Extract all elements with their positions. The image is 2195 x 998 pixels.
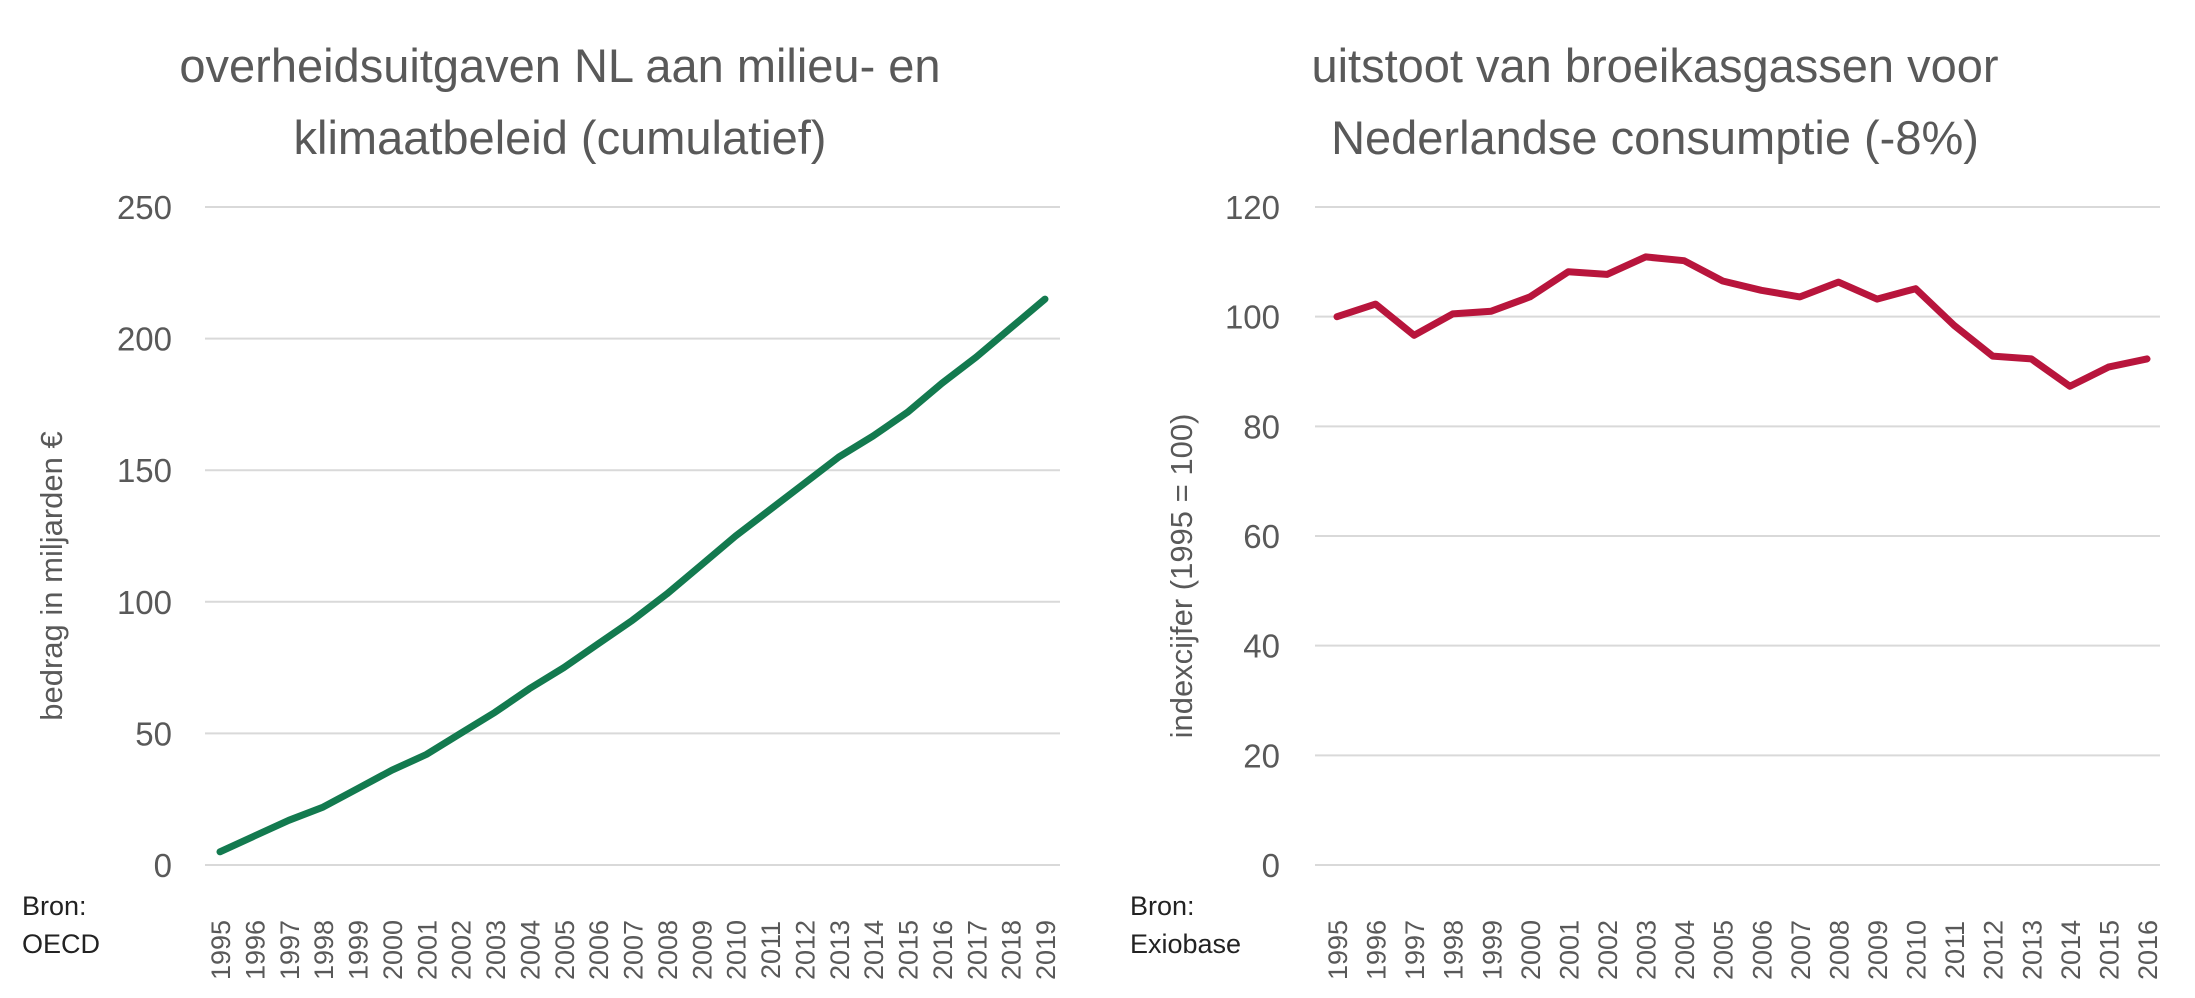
chart-2-x-tick-label: 1997 <box>1400 920 1430 980</box>
chart-2-y-tick-label: 120 <box>1225 189 1280 226</box>
chart-1-title-line: overheidsuitgaven NL aan milieu- en <box>179 39 940 92</box>
chart-2-title-line: Nederlandse consumptie (-8%) <box>1331 111 1979 164</box>
chart-1-x-tick-label: 2000 <box>378 920 408 980</box>
chart-1-x-tick-label: 2012 <box>790 920 820 980</box>
chart-2-x-tick-label: 2006 <box>1747 920 1777 980</box>
chart-2-title-line: uitstoot van broeikasgassen voor <box>1311 39 1998 92</box>
chart-2-x-tick-label: 2013 <box>2017 920 2047 980</box>
chart-1-source-label: OECD <box>22 929 100 959</box>
chart-1-x-tick-label: 2014 <box>859 920 889 980</box>
chart-2-y-tick-label: 0 <box>1262 847 1280 884</box>
chart-2-x-tick-label: 2009 <box>1863 920 1893 980</box>
chart-1-y-axis-label: bedrag in miljarden € <box>34 431 69 721</box>
chart-2-x-tick-label: 2007 <box>1786 920 1816 980</box>
chart-1-x-tick-label: 2006 <box>584 920 614 980</box>
chart-1-y-tick-label: 150 <box>117 452 172 489</box>
chart-2-x-tick-label: 2008 <box>1824 920 1854 980</box>
chart-2-x-tick-label: 1996 <box>1362 920 1392 980</box>
chart-1-title-line: klimaatbeleid (cumulatief) <box>294 111 827 164</box>
chart-2-x-tick-label: 2012 <box>1979 920 2009 980</box>
chart-2-x-tick-label: 1999 <box>1477 920 1507 980</box>
chart-2-x-tick-label: 1995 <box>1323 920 1353 980</box>
chart-2-y-axis-label: indexcijfer (1995 = 100) <box>1164 414 1199 739</box>
chart-1-x-tick-label: 2010 <box>722 920 752 980</box>
chart-2-x-tick-label: 2011 <box>1940 921 1970 979</box>
chart-2-x-tick-label: 2004 <box>1670 920 1700 980</box>
chart-1-y-tick-label: 100 <box>117 584 172 621</box>
chart-1-source-label: Bron: <box>22 891 87 921</box>
chart-2-x-tick-label: 2005 <box>1709 920 1739 980</box>
chart-1-x-tick-label: 2013 <box>825 920 855 980</box>
chart-1-y-tick-label: 0 <box>154 847 172 884</box>
chart-2-source-label: Exiobase <box>1130 929 1241 959</box>
chart-1-y-tick-label: 250 <box>117 189 172 226</box>
chart-2-y-tick-label: 60 <box>1243 518 1280 555</box>
chart-1-x-tick-label: 2007 <box>619 920 649 980</box>
chart-2-y-tick-label: 80 <box>1243 408 1280 445</box>
chart-1-x-tick-label: 2018 <box>997 920 1027 980</box>
chart-2-x-tick-label: 2003 <box>1632 920 1662 980</box>
chart-1-x-tick-label: 1997 <box>275 920 305 980</box>
chart-1-x-tick-label: 2001 <box>412 920 442 980</box>
chart-1-x-tick-label: 1999 <box>344 920 374 980</box>
chart-2-x-tick-label: 2010 <box>1902 920 1932 980</box>
chart-2-x-tick-label: 2014 <box>2056 920 2086 980</box>
chart-2-x-tick-label: 2002 <box>1593 920 1623 980</box>
chart-1-x-tick-label: 1996 <box>240 920 270 980</box>
chart-2-x-tick-label: 2016 <box>2133 920 2163 980</box>
chart-2-y-tick-label: 100 <box>1225 299 1280 336</box>
chart-1-x-tick-label: 2019 <box>1031 920 1061 980</box>
chart-2-series-line <box>1333 253 2151 390</box>
chart-2-x-tick-label: 2000 <box>1516 920 1546 980</box>
chart-1-x-tick-label: 2017 <box>962 920 992 980</box>
chart-1-series-line <box>216 295 1049 856</box>
chart-2-x-tick-label: 1998 <box>1439 920 1469 980</box>
chart-1-y-tick-label: 50 <box>135 715 172 752</box>
chart-1-x-tick-label: 2009 <box>687 920 717 980</box>
chart-1-x-tick-label: 2015 <box>894 920 924 980</box>
chart-1-x-tick-label: 2004 <box>515 920 545 980</box>
chart-1-x-tick-label: 2003 <box>481 920 511 980</box>
chart-2-x-tick-label: 2001 <box>1554 920 1584 980</box>
chart-1-x-tick-label: 1995 <box>206 920 236 980</box>
chart-1-x-tick-label: 2008 <box>653 920 683 980</box>
chart-1-x-tick-label: 2002 <box>447 920 477 980</box>
chart-1-y-tick-label: 200 <box>117 321 172 358</box>
chart-1-x-tick-label: 2016 <box>928 920 958 980</box>
chart-2-source-label: Bron: <box>1130 891 1195 921</box>
chart-1-x-tick-label: 1998 <box>309 920 339 980</box>
chart-1-x-tick-label: 2011 <box>756 921 786 979</box>
chart-2-x-tick-label: 2015 <box>2094 920 2124 980</box>
chart-2-y-tick-label: 20 <box>1243 737 1280 774</box>
chart-1-x-tick-label: 2005 <box>550 920 580 980</box>
chart-2-y-tick-label: 40 <box>1243 628 1280 665</box>
